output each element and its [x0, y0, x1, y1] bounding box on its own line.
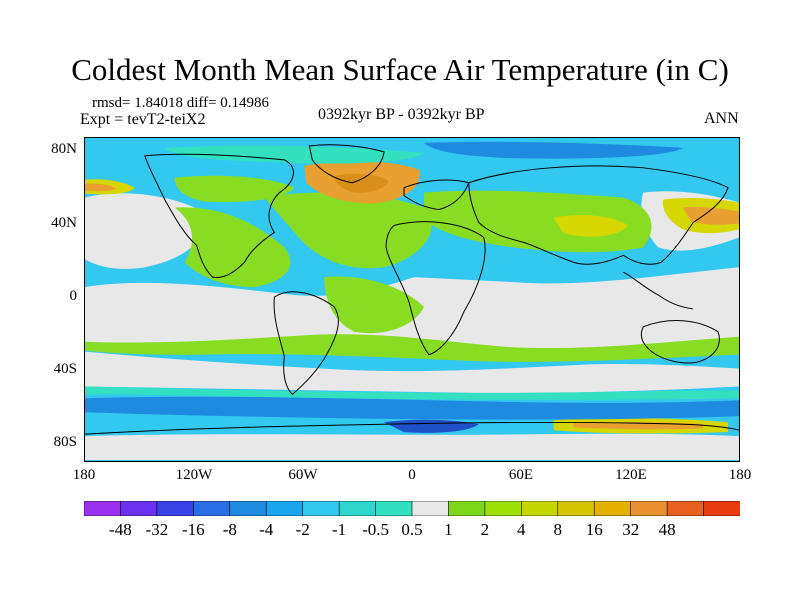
- lat-label-80s: 80S: [53, 434, 77, 450]
- colorbar-swatch: [484, 501, 522, 516]
- colorbar-swatch: [666, 501, 705, 516]
- colorbar-swatch: [84, 501, 122, 516]
- lon-label-120w: 120W: [175, 467, 213, 483]
- coastlines: [85, 144, 739, 435]
- coast-southeast-asia: [623, 271, 694, 310]
- field-neutral-south-band: [85, 351, 739, 394]
- lat-label-0: 0: [69, 288, 78, 304]
- lon-label-120e: 120E: [615, 467, 647, 483]
- map-title: Coldest Month Mean Surface Air Temperatu…: [71, 52, 729, 87]
- colorbar-label: -2: [295, 520, 310, 539]
- lon-label-0: 0: [408, 467, 416, 483]
- coast-north-america: [144, 153, 294, 278]
- lat-label-80n: 80N: [51, 141, 77, 157]
- colorbar-label: 1: [444, 520, 453, 539]
- field-green-north-pacific: [174, 207, 291, 288]
- colorbar-swatch: [448, 501, 486, 516]
- coast-greenland: [308, 144, 385, 184]
- lon-label-180-east: 180: [728, 467, 752, 483]
- colorbar-label: 0.5: [401, 520, 423, 539]
- colorbar-label: -0.5: [362, 520, 390, 539]
- colorbar-label: 8: [553, 520, 563, 539]
- field-orange-west: [85, 183, 117, 192]
- colorbar-swatch: [229, 501, 267, 516]
- colorbar-label: -32: [145, 520, 169, 539]
- field-blue-southern-ocean: [85, 396, 739, 420]
- colorbar-swatch: [193, 501, 231, 516]
- coast-europe: [403, 179, 470, 211]
- colorbar-label: 2: [480, 520, 490, 539]
- field-neutral-antarctic-interior: [85, 433, 739, 461]
- colorbar-label: -4: [259, 520, 274, 539]
- field-blue-arctic-siberia: [423, 141, 684, 159]
- colorbar-swatch: [593, 501, 632, 516]
- coast-asia: [468, 165, 729, 265]
- colorbar-swatch: [265, 501, 304, 516]
- colorbar-swatch: [156, 501, 194, 516]
- coast-antarctica: [85, 421, 739, 435]
- colorbar-swatch: [521, 501, 559, 516]
- colorbar: [84, 501, 740, 516]
- coast-south-america: [273, 291, 339, 396]
- colorbar-swatch: [302, 501, 340, 516]
- colorbar-swatch: [375, 501, 413, 516]
- season-label: ANN: [704, 110, 739, 127]
- lon-label-60w: 60W: [288, 467, 318, 483]
- lat-label-40n: 40N: [51, 215, 77, 231]
- lat-label-40s: 40S: [53, 361, 77, 377]
- colorbar-label: -48: [109, 520, 132, 539]
- field-green-atlantic: [264, 192, 432, 269]
- field-yellow-central-asia: [553, 215, 629, 237]
- coast-australia: [640, 320, 720, 364]
- colorbar-label: 16: [585, 520, 603, 539]
- colorbar-label: -8: [222, 520, 237, 539]
- field-teal-arctic: [164, 145, 424, 164]
- lon-label-60e: 60E: [508, 467, 534, 483]
- field-green-europe-asia: [423, 190, 652, 253]
- colorbar-label: 4: [517, 520, 526, 539]
- lon-label-180-west: 180: [72, 467, 96, 483]
- colorbar-swatch: [411, 501, 450, 516]
- colorbar-swatch: [338, 501, 377, 516]
- coast-africa: [385, 221, 486, 356]
- colorbar-swatch: [120, 501, 158, 516]
- field-green-southern-band: [85, 334, 739, 362]
- field-teal-southern-ring: [85, 386, 739, 400]
- colorbar-swatch: [630, 501, 668, 516]
- field-neutral-north-pacific: [85, 193, 206, 269]
- colorbar-label: 32: [622, 520, 640, 539]
- temperature-map: [84, 137, 740, 462]
- experiment-label: Expt = tevT2-teiX2: [80, 111, 206, 128]
- colorbar-label: 48: [658, 520, 676, 539]
- period-label: 0392kyr BP - 0392kyr BP: [318, 106, 485, 123]
- colorbar-swatch: [557, 501, 595, 516]
- colorbar-swatch: [703, 501, 740, 516]
- colorbar-label: -16: [181, 520, 205, 539]
- stats-label: rmsd= 1.84018 diff= 0.14986: [92, 95, 270, 111]
- field-green-canada: [174, 175, 295, 203]
- field-green-tropical-atlantic: [324, 276, 424, 334]
- colorbar-label: -1: [332, 520, 347, 539]
- field-orange-greenland-core: [334, 173, 390, 193]
